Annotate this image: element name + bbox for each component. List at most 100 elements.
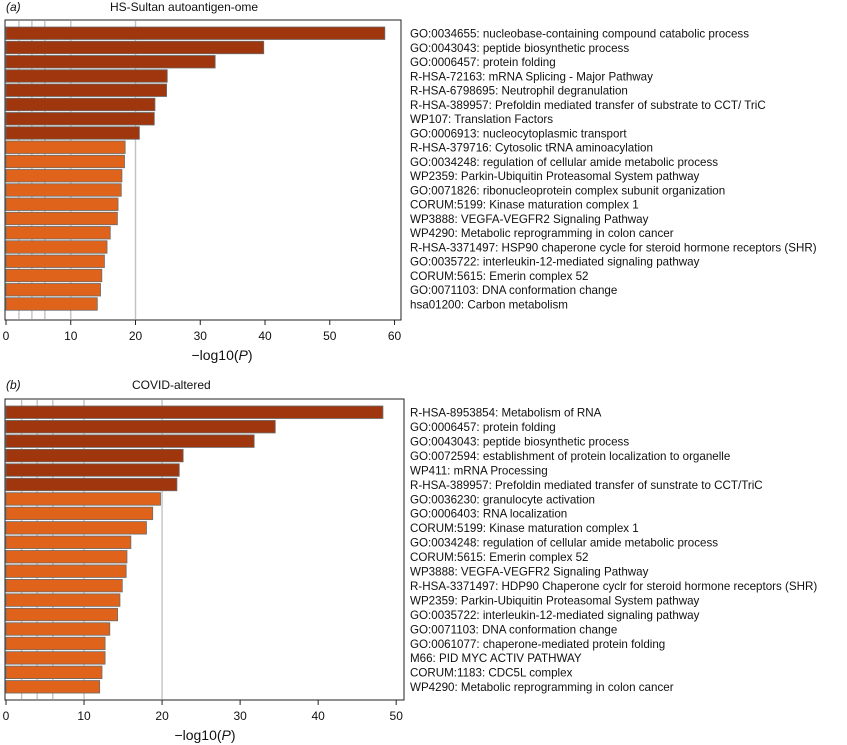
panel-label-b: (b)	[6, 378, 21, 392]
bar	[5, 126, 140, 140]
bar	[5, 607, 118, 622]
category-labels-a: GO:0034655: nucleobase-containing compou…	[410, 28, 817, 312]
bar	[5, 622, 111, 636]
category-label: R-HSA-389957: Prefoldin mediated transfe…	[410, 99, 766, 112]
bar	[5, 506, 154, 521]
x-tick-label: 20	[129, 329, 143, 343]
bar	[5, 254, 105, 268]
category-label: WP2359: Parkin-Ubiquitin Proteasomal Sys…	[410, 170, 700, 183]
x-axis-ticks-a: 0 10 20 30 40 50 60	[3, 320, 402, 343]
chart-title-b: COVID-altered	[132, 378, 211, 392]
bar	[5, 140, 126, 154]
bar	[5, 183, 122, 197]
bars-a	[5, 26, 386, 311]
category-label: CORUM:5615: Emerin complex 52	[410, 551, 588, 564]
x-tick-label: 0	[3, 329, 10, 343]
panel-b: (b) COVID-altered 0 10 20 30 40 50 R-HSA-8953…	[3, 378, 818, 743]
bar	[5, 283, 101, 297]
category-label: GO:0034248: regulation of cellular amide…	[410, 537, 718, 550]
x-tick-label: 40	[258, 329, 272, 343]
x-tick-label: 30	[194, 329, 208, 343]
category-label: GO:0036230: granulocyte activation	[410, 493, 595, 506]
category-label: CORUM:5615: Emerin complex 52	[410, 270, 588, 283]
panel-a: (a) HS-Sultan autoantigen-ome 0 10 20 30 40 5…	[3, 0, 817, 363]
x-tick-label: 50	[390, 709, 404, 723]
bar	[5, 211, 118, 226]
bar	[5, 420, 276, 434]
category-label: GO:0035722: interleukin-12-mediated sign…	[410, 256, 700, 269]
bar	[5, 579, 123, 593]
category-label: GO:0071826: ribonucleoprotein complex su…	[410, 184, 725, 197]
category-label: GO:0034655: nucleobase-containing compou…	[410, 28, 749, 41]
bar	[5, 564, 127, 578]
bar	[5, 492, 161, 506]
category-label: WP3888: VEGFA-VEGFR2 Signaling Pathway	[410, 566, 649, 579]
x-tick-label: 10	[64, 329, 78, 343]
x-axis-label-a: −log10(P)	[191, 347, 252, 363]
bar	[5, 521, 147, 535]
category-label: GO:0071103: DNA conformation change	[410, 284, 617, 297]
bar	[5, 405, 384, 419]
bar	[5, 112, 155, 126]
bar	[5, 55, 216, 69]
category-label: hsa01200: Carbon metabolism	[410, 298, 568, 311]
bar	[5, 154, 125, 169]
category-label: WP107: Translation Factors	[410, 113, 553, 126]
category-label: R-HSA-72163: mRNA Splicing - Major Pathw…	[410, 70, 653, 83]
category-label: GO:0061077: chaperone-mediated protein f…	[410, 638, 665, 651]
category-label: R-HSA-8953854: Metabolism of RNA	[410, 407, 602, 420]
bar	[5, 593, 121, 607]
bar	[5, 665, 103, 679]
category-label: GO:0072594: establishment of protein loc…	[410, 450, 730, 463]
x-tick-label: 60	[388, 329, 402, 343]
category-label: CORUM:5199: Kinase maturation complex 1	[410, 199, 639, 212]
category-label: R-HSA-389957: Prefoldin mediated transfe…	[410, 479, 763, 492]
x-tick-label: 0	[3, 709, 10, 723]
category-label: GO:0035722: interleukin-12-mediated sign…	[410, 609, 700, 622]
x-tick-label: 20	[155, 709, 169, 723]
category-label: WP411: mRNA Processing	[410, 464, 548, 477]
category-label: WP4290: Metabolic reprogramming in colon…	[410, 681, 674, 694]
bar	[5, 434, 255, 448]
category-label: WP4290: Metabolic reprogramming in colon…	[410, 227, 674, 240]
bar	[5, 69, 168, 83]
bar	[5, 268, 103, 283]
bar	[5, 463, 180, 477]
category-label: M66: PID MYC ACTIV PATHWAY	[410, 652, 582, 665]
bar	[5, 97, 156, 112]
bar	[5, 651, 106, 665]
bar	[5, 83, 167, 97]
bars-b	[5, 405, 384, 694]
x-axis-ticks-b: 0 10 20 30 40 50	[3, 700, 404, 723]
x-tick-label: 10	[77, 709, 91, 723]
bar	[5, 169, 123, 183]
x-tick-label: 50	[323, 329, 337, 343]
chart-title-a: HS-Sultan autoantigen-ome	[110, 0, 258, 14]
bar	[5, 297, 98, 311]
category-label: GO:0034248: regulation of cellular amide…	[410, 156, 718, 169]
bar	[5, 448, 184, 463]
category-label: WP3888: VEGFA-VEGFR2 Signaling Pathway	[410, 213, 649, 226]
category-label: GO:0006913: nucleocytoplasmic transport	[410, 127, 627, 140]
category-label: GO:0006403: RNA localization	[410, 508, 567, 521]
category-labels-b: R-HSA-8953854: Metabolism of RNA GO:00064…	[410, 407, 817, 695]
category-label: R-HSA-3371497: HSP90 chaperone cycle for…	[410, 241, 817, 254]
category-label: R-HSA-3371497: HDP90 Chaperone cyclr for…	[410, 580, 817, 593]
bar	[5, 550, 128, 564]
category-label: WP2359: Parkin-Ubiquitin Proteasomal Sys…	[410, 594, 700, 607]
category-label: R-HSA-379716: Cytosolic tRNA aminoacylat…	[410, 142, 653, 155]
category-label: CORUM:1183: CDC5L complex	[410, 667, 573, 680]
category-label: GO:0043043: peptide biosynthetic process	[410, 435, 629, 448]
category-label: CORUM:5199: Kinase maturation complex 1	[410, 522, 639, 535]
category-label: R-HSA-6798695: Neutrophil degranulation	[410, 85, 628, 98]
x-tick-label: 30	[233, 709, 247, 723]
bar	[5, 535, 132, 549]
bar	[5, 26, 386, 40]
bar	[5, 477, 178, 492]
bar	[5, 40, 265, 55]
x-tick-label: 40	[311, 709, 325, 723]
bar	[5, 680, 101, 694]
category-label: GO:0043043: peptide biosynthetic process	[410, 42, 629, 55]
x-axis-label-b: −log10(P)	[174, 727, 235, 743]
